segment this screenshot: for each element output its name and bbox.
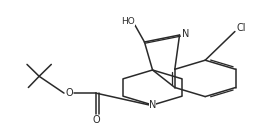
Text: N: N [182,29,190,39]
Text: Cl: Cl [237,23,247,33]
Text: O: O [65,88,73,98]
Text: HO: HO [122,17,135,25]
Text: N: N [149,100,156,110]
Text: O: O [92,115,100,125]
